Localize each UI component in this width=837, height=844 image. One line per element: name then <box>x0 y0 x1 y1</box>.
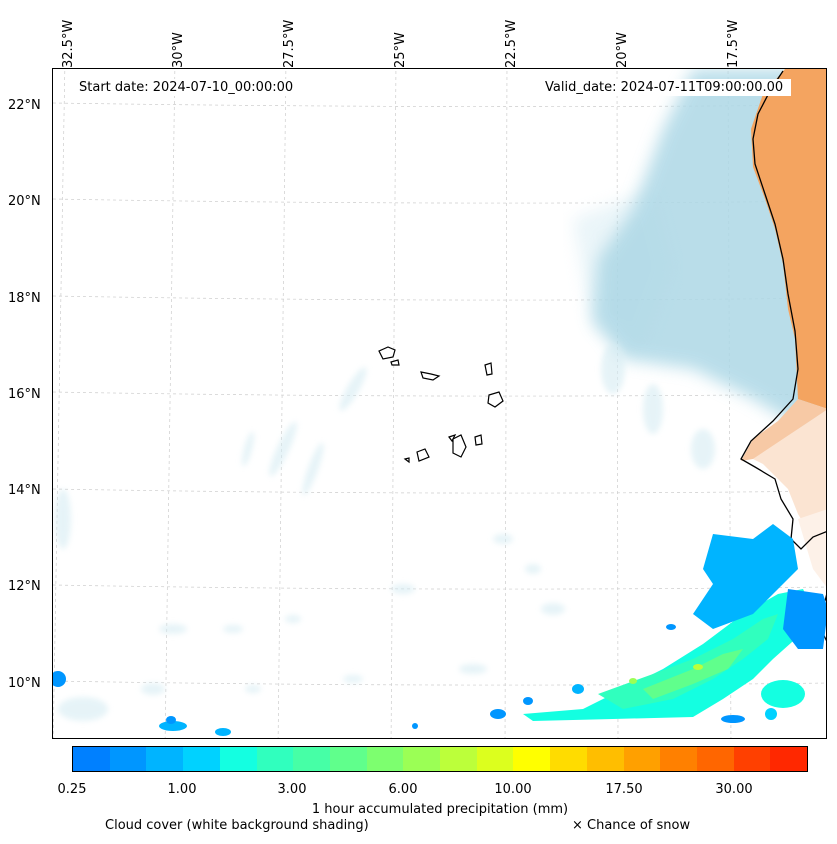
colorbar-segment <box>770 747 808 771</box>
colorbar-tick: 17.50 <box>605 782 643 797</box>
lon-label: 22.5°W <box>504 19 519 68</box>
snow-note: × Chance of snow <box>572 818 691 833</box>
lon-label: 32.5°W <box>61 19 76 68</box>
lon-label: 25°W <box>393 32 408 68</box>
colorbar-segment <box>623 747 661 771</box>
colorbar-segment <box>256 747 294 771</box>
colorbar-tick: 0.25 <box>57 782 87 797</box>
precipitation-shading <box>53 524 826 736</box>
lat-label: 16°N <box>8 387 41 402</box>
colorbar-segment <box>476 747 514 771</box>
colorbar-tick: 3.00 <box>277 782 307 797</box>
colorbar-segment <box>73 747 110 771</box>
lon-label: 27.5°W <box>282 19 297 68</box>
colorbar-segment <box>513 747 551 771</box>
colorbar-segment <box>733 747 771 771</box>
valid-date-label: Valid_date: 2024-07-11T09:00:00.00 <box>537 79 792 96</box>
colorbar-tick: 10.00 <box>494 782 532 797</box>
colorbar-tick: 30.00 <box>715 782 753 797</box>
land-africa <box>741 69 826 587</box>
lat-label: 12°N <box>8 579 41 594</box>
start-date-label: Start date: 2024-07-10_00:00:00 <box>71 79 302 96</box>
map-canvas: Start date: 2024-07-10_00:00:00 Valid_da… <box>53 69 826 738</box>
colorbar-label: 1 hour accumulated precipitation (mm) <box>311 802 569 817</box>
lat-label: 10°N <box>8 676 41 691</box>
colorbar-segment <box>550 747 587 771</box>
cape-verde-islands <box>378 346 504 464</box>
lon-label: 20°W <box>615 32 630 68</box>
map-frame: Start date: 2024-07-10_00:00:00 Valid_da… <box>52 68 827 739</box>
lat-label: 14°N <box>8 483 41 498</box>
colorbar-segment <box>329 747 367 771</box>
colorbar <box>72 746 808 772</box>
colorbar-tick: 6.00 <box>388 782 418 797</box>
lat-label: 22°N <box>8 98 41 113</box>
colorbar-segment <box>219 747 257 771</box>
colorbar-segment <box>586 747 624 771</box>
lon-label: 30°W <box>171 32 186 68</box>
colorbar-segment <box>403 747 441 771</box>
valid-date-box: Valid_date: 2024-07-11T09:00:00.00 <box>537 79 792 96</box>
lat-label: 20°N <box>8 194 41 209</box>
cloud-shading <box>55 69 826 721</box>
colorbar-segment <box>366 747 404 771</box>
colorbar-segment <box>293 747 330 771</box>
lat-label: 18°N <box>8 291 41 306</box>
colorbar-segment <box>183 747 220 771</box>
colorbar-segment <box>660 747 697 771</box>
colorbar-tick: 1.00 <box>167 782 197 797</box>
colorbar-segment <box>440 747 477 771</box>
colorbar-segment <box>696 747 734 771</box>
coastline <box>740 70 826 550</box>
colorbar-segment <box>109 747 147 771</box>
cloud-cover-note: Cloud cover (white background shading) <box>105 818 369 833</box>
start-date-box: Start date: 2024-07-10_00:00:00 <box>71 79 302 96</box>
lon-label: 17.5°W <box>726 19 741 68</box>
colorbar-segment <box>146 747 184 771</box>
